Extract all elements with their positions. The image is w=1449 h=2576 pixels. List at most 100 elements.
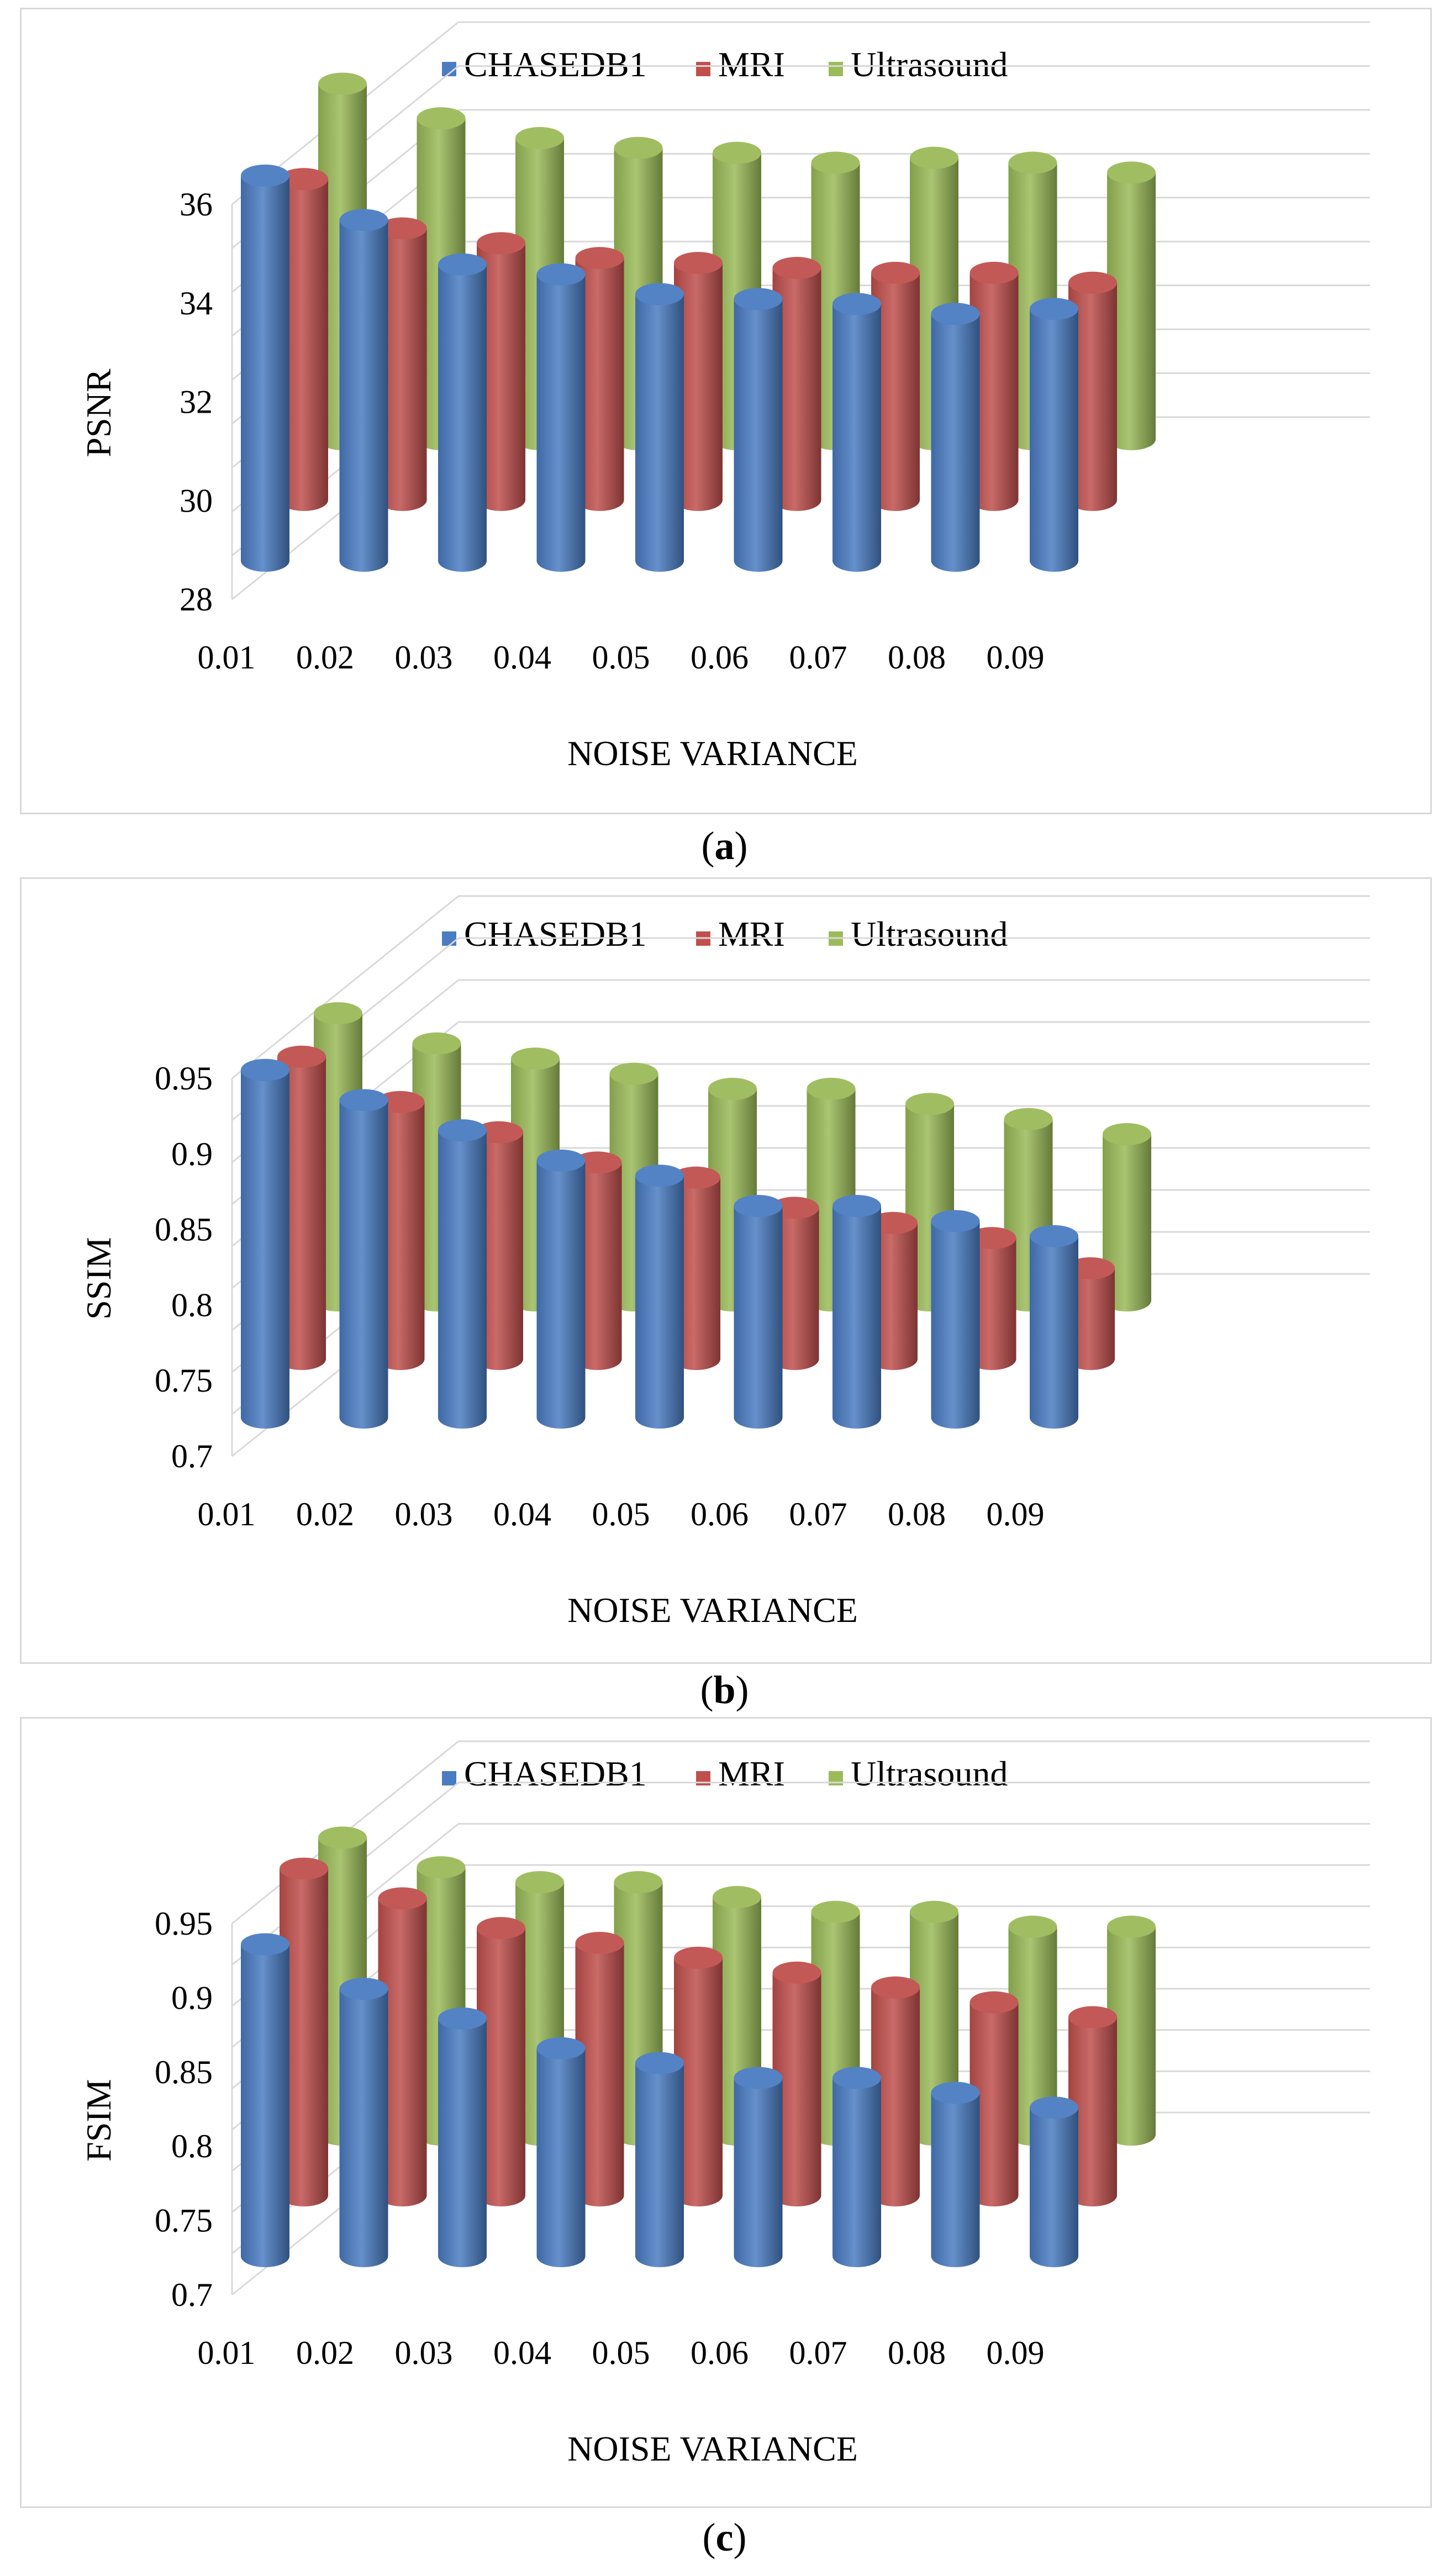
y-tick-label: 0.8 — [171, 1287, 213, 1323]
bar-mri-0.04 — [575, 1932, 624, 2206]
bar-chasedb1-0.05 — [635, 1165, 684, 1429]
bar-body — [339, 220, 388, 572]
bar-top — [280, 1857, 328, 1880]
bar-body — [635, 2063, 684, 2267]
x-tick-label: 0.06 — [691, 2335, 749, 2371]
bar-body — [1008, 1926, 1057, 2146]
x-tick-label: 0.01 — [198, 639, 256, 676]
legend-label-ultrasound: Ultrasound — [851, 45, 1008, 84]
x-tick-label: 0.01 — [198, 1496, 256, 1532]
y-ticks: 0.7 0.75 0.8 0.85 0.9 0.95 — [155, 1060, 213, 1474]
bar-body — [536, 274, 586, 572]
bar-top — [807, 1077, 856, 1100]
bar-body — [772, 267, 821, 511]
legend-swatch-ultrasound — [829, 62, 843, 76]
y-tick-label: 36 — [180, 186, 213, 223]
x-tick-label: 0.07 — [789, 2335, 847, 2371]
x-tick-label: 0.07 — [789, 639, 847, 676]
bar-top — [614, 136, 663, 159]
bar-chasedb1-0.09 — [1030, 2096, 1078, 2267]
x-tick-label: 0.08 — [888, 1496, 946, 1532]
caption-b: (b) — [700, 1668, 749, 1712]
y-ticks: 0.7 0.75 0.8 0.85 0.9 0.95 — [155, 1905, 213, 2313]
bar-top — [931, 2082, 980, 2104]
bar-body — [1030, 309, 1078, 572]
bar-top — [969, 261, 1019, 284]
legend-label-ultrasound: Ultrasound — [851, 1754, 1008, 1793]
bar-top — [1030, 1225, 1078, 1247]
y-axis-label: PSNR — [79, 368, 118, 457]
series-mri — [280, 168, 1117, 511]
bar-body — [575, 1943, 624, 2206]
bar-body — [832, 2078, 881, 2267]
bar-top — [674, 252, 723, 274]
bar-body — [674, 1957, 723, 2206]
x-axis-label: NOISE VARIANCE — [567, 734, 858, 773]
bar-top — [1030, 298, 1078, 320]
bar-mri-0.08 — [969, 261, 1019, 511]
legend-label-mri: MRI — [718, 914, 785, 954]
y-tick-label: 0.95 — [155, 1905, 213, 1942]
bar-chasedb1-0.01 — [241, 1058, 289, 1429]
y-tick-label: 0.9 — [171, 1979, 213, 2016]
bar-top — [378, 1887, 427, 1910]
bar-body — [832, 1205, 881, 1429]
series-chasedb1 — [241, 1058, 1078, 1429]
bar-body — [339, 1989, 388, 2267]
bar-mri-0.03 — [477, 1917, 525, 2206]
bar-body — [241, 1070, 289, 1429]
bar-chasedb1-0.04 — [536, 1149, 586, 1429]
bar-mri-0.02 — [378, 1887, 427, 2206]
bar-chasedb1-0.07 — [832, 1194, 881, 1429]
y-tick-label: 0.95 — [155, 1060, 213, 1097]
bar-top — [417, 107, 466, 130]
bar-top — [241, 164, 289, 187]
bar-top — [734, 1194, 783, 1217]
bar-top — [318, 72, 367, 95]
x-tick-label: 0.03 — [395, 639, 453, 676]
y-tick-label: 0.85 — [155, 2054, 213, 2090]
series-chasedb1 — [241, 164, 1078, 572]
bar-chasedb1-0.08 — [931, 2082, 980, 2267]
bar-chasedb1-0.08 — [931, 1210, 980, 1429]
bar-top — [674, 1946, 723, 1969]
bar-top — [931, 303, 980, 325]
bar-body — [536, 1160, 586, 1429]
bar-top — [477, 1917, 525, 1940]
bar-top — [871, 1976, 920, 1999]
bar-body — [575, 258, 624, 511]
y-tick-label: 30 — [180, 482, 213, 519]
bar-top — [772, 1961, 821, 1984]
depth-gridline — [231, 895, 459, 1079]
legend-label-mri: MRI — [718, 45, 785, 84]
x-tick-label: 0.07 — [789, 1496, 847, 1532]
bar-top — [969, 1991, 1019, 2014]
x-tick-label: 0.04 — [493, 2335, 551, 2371]
bar-body — [1068, 2017, 1117, 2206]
x-axis-label: NOISE VARIANCE — [567, 2429, 858, 2468]
y-tick-label: 0.75 — [155, 2203, 213, 2239]
legend: CHASEDB1 MRI Ultrasound — [442, 1754, 1008, 1793]
y-tick-label: 0.75 — [155, 1362, 213, 1399]
bar-top — [314, 1002, 362, 1025]
bar-body — [477, 1928, 525, 2206]
bar-top — [280, 168, 328, 191]
bar-top — [635, 283, 684, 305]
bar-body — [438, 1130, 487, 1429]
x-tick-label: 0.05 — [592, 639, 650, 676]
bar-body — [438, 2018, 487, 2267]
legend: CHASEDB1 MRI Ultrasound — [442, 914, 1008, 954]
bar-ultrasound-0.08 — [1008, 1915, 1057, 2146]
bar-top — [871, 261, 920, 284]
bar-body — [635, 294, 684, 572]
bar-body — [931, 2093, 980, 2267]
x-ticks: 0.01 0.02 0.03 0.04 0.05 0.06 0.07 0.08 0.09 — [198, 639, 1045, 676]
bar-top — [339, 1089, 388, 1111]
x-tick-label: 0.09 — [987, 639, 1045, 676]
bar-chasedb1-0.06 — [734, 2067, 783, 2267]
x-tick-label: 0.03 — [395, 2335, 453, 2371]
bar-top — [910, 1900, 958, 1923]
bar-chasedb1-0.04 — [536, 2037, 586, 2267]
bar-mri-0.09 — [1068, 271, 1117, 511]
bar-top — [438, 253, 487, 276]
